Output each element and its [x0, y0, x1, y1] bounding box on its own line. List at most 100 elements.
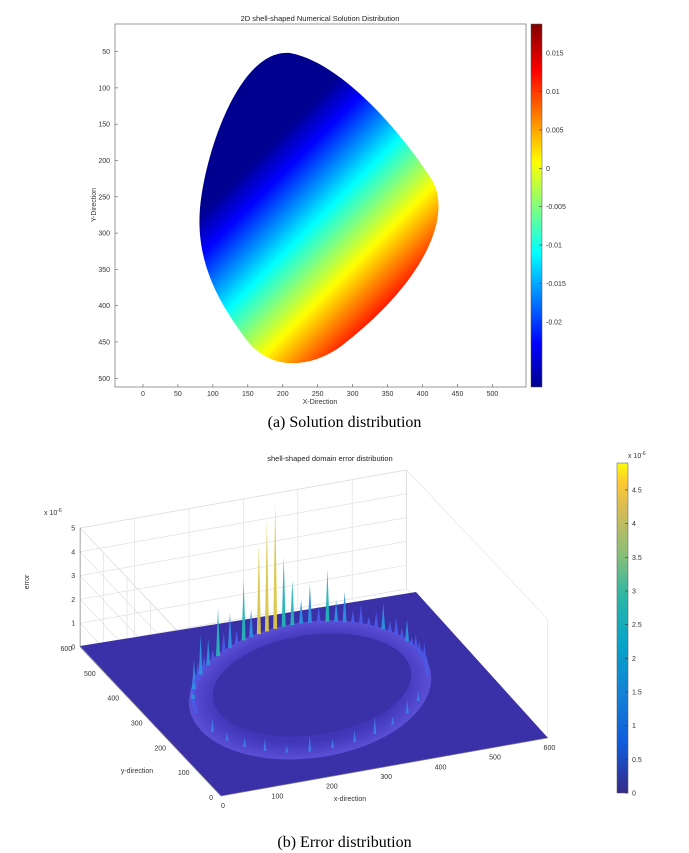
- colorbar-tick-label: 0.01: [546, 89, 560, 96]
- error-spike: [353, 730, 357, 743]
- x-tick-label: 300: [347, 391, 359, 398]
- chart-b-colorbar-exponent: x 10-6: [628, 451, 646, 460]
- error-spike: [416, 691, 420, 702]
- y-tick-label: 250: [98, 194, 110, 201]
- x-tick-label: 0: [221, 803, 225, 810]
- figure-error-distribution: shell-shaped domain error distribution 0…: [0, 445, 689, 853]
- colorbar-tick-label: 3.5: [632, 555, 642, 562]
- chart-b-z-exponent: x 10-6: [44, 508, 62, 517]
- colorbar-tick-label: -0.01: [546, 243, 562, 250]
- error-spike: [249, 609, 254, 638]
- chart-a-title: 2D shell-shaped Numerical Solution Distr…: [241, 14, 400, 23]
- x-tick-label: 100: [207, 391, 219, 398]
- y-tick-label: 450: [98, 339, 110, 346]
- chart-a-xlabel: X-Direction: [303, 399, 338, 406]
- x-tick-label: 400: [435, 764, 447, 771]
- error-spike: [210, 649, 215, 661]
- x-tick-label: 100: [272, 793, 284, 800]
- y-tick-label: 100: [178, 770, 190, 777]
- error-surface-chart: shell-shaped domain error distribution 0…: [24, 451, 646, 810]
- error-spike: [241, 580, 246, 641]
- chart-b-zlabel: error: [24, 574, 31, 589]
- error-spike: [422, 642, 427, 662]
- error-spike: [195, 661, 200, 680]
- error-spike: [316, 605, 321, 622]
- x-tick-label: 450: [452, 391, 464, 398]
- chart-a-ylabel: Y-Direction: [91, 188, 98, 222]
- x-tick-label: 0: [141, 391, 145, 398]
- y-tick-label: 200: [154, 745, 166, 752]
- chart-a-axes: 0 50 100 150 200 250 300 350 400 450 500 50 100 150 20…: [98, 49, 498, 398]
- colorbar-tick-label: 0.5: [632, 757, 642, 764]
- z-tick-label: 3: [71, 573, 75, 580]
- y-tick-label: 600: [60, 646, 72, 653]
- z-tick-label: 2: [71, 597, 75, 604]
- error-surface-ring-inner: [212, 633, 412, 737]
- x-axis-line: [220, 737, 548, 797]
- error-spike: [193, 672, 198, 685]
- error-spike: [264, 521, 269, 632]
- error-spike: [281, 556, 286, 627]
- error-spike: [391, 716, 395, 725]
- error-spike: [263, 738, 267, 751]
- error-spike: [210, 718, 214, 733]
- x-tick-label: 200: [326, 784, 338, 791]
- y-tick-label: 500: [84, 671, 96, 678]
- colorbar-tick-label: 0.005: [546, 127, 564, 134]
- error-spike: [405, 699, 409, 714]
- error-spike: [193, 705, 198, 714]
- y-tick-label: 400: [98, 303, 110, 310]
- colorbar-tick-label: 4: [632, 521, 636, 528]
- chart-a-colorbar: [530, 23, 543, 388]
- x-tick-label: 500: [487, 391, 499, 398]
- error-spike: [227, 612, 232, 648]
- error-spike: [342, 592, 347, 623]
- error-spike: [374, 611, 379, 628]
- chart-b-colorbar-ticks: 4.5 4 3.5 3 2.5 2 1.5 1 0.5 0: [625, 487, 642, 798]
- error-spike: [405, 619, 410, 642]
- error-spike: [358, 603, 363, 624]
- colorbar-tick-label: -0.02: [546, 319, 562, 326]
- error-spike: [285, 745, 289, 753]
- solution-heatmap-chart: 2D shell-shaped Numerical Solution Distr…: [91, 14, 566, 406]
- z-tick-label: 0: [71, 644, 75, 651]
- error-spike: [256, 544, 261, 635]
- error-spike: [350, 610, 355, 623]
- error-spike: [225, 732, 229, 741]
- error-spike: [331, 739, 335, 749]
- error-spike: [413, 634, 418, 649]
- error-spike: [381, 603, 386, 630]
- error-spike: [424, 656, 429, 672]
- y-tick-label: 400: [107, 696, 119, 703]
- x-tick-label: 200: [277, 391, 289, 398]
- error-spike: [202, 654, 207, 670]
- colorbar-tick-label: 0: [632, 791, 636, 798]
- x-tick-label: 400: [417, 391, 429, 398]
- colorbar-tick-label: 2.5: [632, 622, 642, 629]
- error-spike: [334, 599, 339, 622]
- error-spike: [417, 640, 422, 653]
- caption-a: (a) Solution distribution: [267, 414, 422, 431]
- chart-b-xlabel: x-direction: [334, 796, 366, 803]
- error-spike: [216, 608, 221, 657]
- solution-shell-region: [199, 52, 439, 364]
- y-tick-label: 50: [102, 49, 110, 56]
- y-tick-label: 300: [98, 231, 110, 238]
- error-spike: [273, 503, 278, 629]
- error-spike: [234, 630, 239, 645]
- colorbar-tick-label: 4.5: [632, 487, 642, 494]
- colorbar-tick-label: -0.015: [546, 281, 566, 288]
- chart-b-ylabel: y-direction: [121, 768, 153, 775]
- colorbar-tick-label: -0.005: [546, 204, 566, 211]
- error-spike: [387, 619, 392, 632]
- error-spike: [198, 634, 203, 675]
- colorbar-tick-label: 2: [632, 656, 636, 663]
- z-tick-label: 4: [71, 549, 75, 556]
- colorbar-tick-label: 0.015: [546, 51, 564, 58]
- chart-a-colorbar-ticks: 0.015 0.01 0.005 0 -0.005 -0.01 -0.015 -0.02: [539, 51, 566, 326]
- error-spike: [290, 580, 295, 626]
- error-spike: [299, 599, 304, 624]
- x-tick-label: 350: [382, 391, 394, 398]
- x-tick-label: 150: [242, 391, 254, 398]
